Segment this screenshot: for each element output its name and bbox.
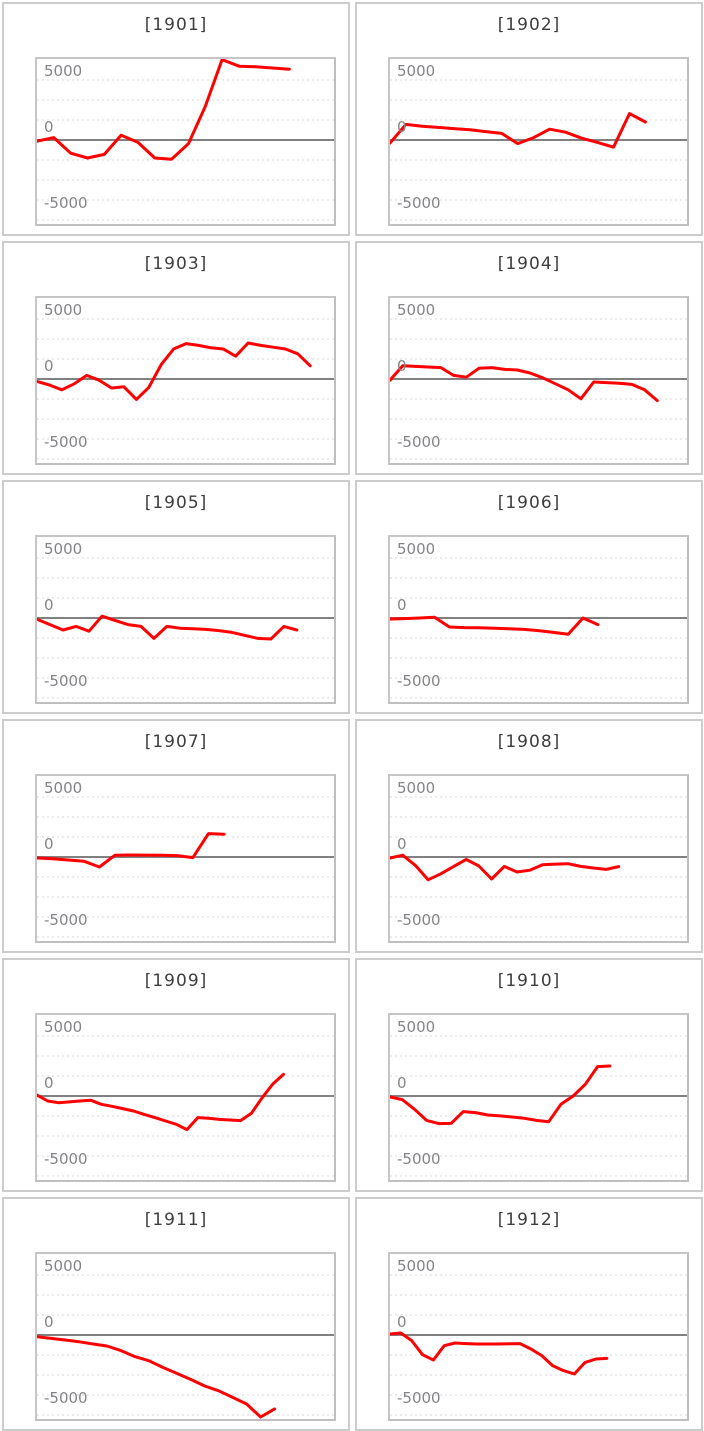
plot-area: 5000 0 -5000: [388, 1252, 689, 1421]
y-tick-label: 0: [397, 596, 407, 614]
chart-canvas: [37, 59, 334, 221]
y-tick-label: -5000: [397, 433, 441, 451]
y-tick-label: 5000: [397, 62, 436, 80]
chart-panel: [1902] 5000 0 -5000: [355, 2, 703, 236]
plot-area: 5000 0 -5000: [388, 535, 689, 704]
data-line: [37, 341, 312, 401]
plot-area: 5000 0 -5000: [35, 1013, 336, 1182]
data-line: [37, 614, 299, 641]
data-line: [37, 59, 291, 161]
data-line: [390, 1064, 612, 1126]
data-line: [390, 1331, 609, 1376]
y-tick-label: 0: [44, 596, 54, 614]
plot-area: 5000 0 -5000: [388, 57, 689, 226]
plot-area: 5000 0 -5000: [35, 296, 336, 465]
y-tick-label: 5000: [44, 1018, 83, 1036]
chart-canvas: [390, 1035, 687, 1177]
chart-title: [1904]: [497, 254, 561, 274]
y-tick-label: 5000: [397, 540, 436, 558]
chart-canvas: [390, 557, 687, 699]
chart-panel: [1912] 5000 0 -5000: [355, 1197, 703, 1431]
y-tick-label: 5000: [397, 779, 436, 797]
chart-canvas: [37, 796, 334, 938]
chart-canvas: [390, 1274, 687, 1416]
chart-panel: [1906] 5000 0 -5000: [355, 480, 703, 714]
chart-title: [1905]: [144, 493, 208, 513]
chart-canvas: [37, 1035, 334, 1177]
y-tick-label: 5000: [397, 1257, 436, 1275]
chart-panel: [1909] 5000 0 -5000: [2, 958, 350, 1192]
y-tick-label: 0: [397, 1313, 407, 1331]
y-tick-label: 5000: [44, 301, 83, 319]
y-tick-label: 0: [44, 118, 54, 136]
plot-area: 5000 0 -5000: [388, 1013, 689, 1182]
plot-area: 5000 0 -5000: [35, 1252, 336, 1421]
y-tick-label: -5000: [397, 672, 441, 690]
chart-title: [1906]: [497, 493, 561, 513]
chart-panel: [1905] 5000 0 -5000: [2, 480, 350, 714]
chart-title: [1912]: [497, 1210, 561, 1230]
data-line: [390, 615, 600, 636]
y-tick-label: -5000: [44, 433, 88, 451]
data-line: [390, 853, 621, 882]
chart-canvas: [37, 1274, 334, 1419]
y-tick-label: -5000: [44, 194, 88, 212]
data-line: [390, 364, 659, 403]
y-tick-label: -5000: [44, 911, 88, 929]
plot-area: 5000 0 -5000: [35, 774, 336, 943]
y-tick-label: 5000: [397, 301, 436, 319]
y-tick-label: 5000: [44, 540, 83, 558]
y-tick-label: 0: [44, 1313, 54, 1331]
y-tick-label: -5000: [44, 672, 88, 690]
y-tick-label: 5000: [44, 779, 83, 797]
plot-area: 5000 0 -5000: [35, 535, 336, 704]
plot-area: 5000 0 -5000: [388, 774, 689, 943]
y-tick-label: 0: [397, 357, 407, 375]
chart-panel: [1908] 5000 0 -5000: [355, 719, 703, 953]
chart-title: [1907]: [144, 732, 208, 752]
chart-title: [1902]: [497, 15, 561, 35]
chart-title: [1909]: [144, 971, 208, 991]
chart-canvas: [390, 79, 687, 221]
y-tick-label: 0: [397, 835, 407, 853]
y-tick-label: -5000: [397, 1150, 441, 1168]
data-line: [37, 1335, 277, 1419]
chart-title: [1903]: [144, 254, 208, 274]
chart-title: [1910]: [497, 971, 561, 991]
chart-panel: [1911] 5000 0 -5000: [2, 1197, 350, 1431]
data-line: [37, 1072, 285, 1132]
chart-panel: [1903] 5000 0 -5000: [2, 241, 350, 475]
chart-canvas: [390, 796, 687, 938]
y-tick-label: -5000: [397, 1389, 441, 1407]
chart-canvas: [37, 557, 334, 699]
y-tick-label: 0: [397, 1074, 407, 1092]
y-tick-label: 0: [44, 835, 54, 853]
chart-title: [1901]: [144, 15, 208, 35]
y-tick-label: -5000: [44, 1389, 88, 1407]
chart-title: [1911]: [144, 1210, 208, 1230]
plot-area: 5000 0 -5000: [35, 57, 336, 226]
data-line: [37, 832, 226, 869]
data-line: [390, 112, 647, 149]
y-tick-label: -5000: [44, 1150, 88, 1168]
y-tick-label: 5000: [44, 1257, 83, 1275]
chart-canvas: [37, 318, 334, 460]
y-tick-label: 0: [397, 118, 407, 136]
chart-panel: [1904] 5000 0 -5000: [355, 241, 703, 475]
chart-canvas: [390, 318, 687, 460]
chart-panel: [1907] 5000 0 -5000: [2, 719, 350, 953]
y-tick-label: -5000: [397, 194, 441, 212]
plot-area: 5000 0 -5000: [388, 296, 689, 465]
y-tick-label: -5000: [397, 911, 441, 929]
chart-title: [1908]: [497, 732, 561, 752]
y-tick-label: 0: [44, 1074, 54, 1092]
y-tick-label: 0: [44, 357, 54, 375]
chart-panel: [1901] 5000 0 -5000: [2, 2, 350, 236]
chart-panel: [1910] 5000 0 -5000: [355, 958, 703, 1192]
y-tick-label: 5000: [44, 62, 83, 80]
y-tick-label: 5000: [397, 1018, 436, 1036]
